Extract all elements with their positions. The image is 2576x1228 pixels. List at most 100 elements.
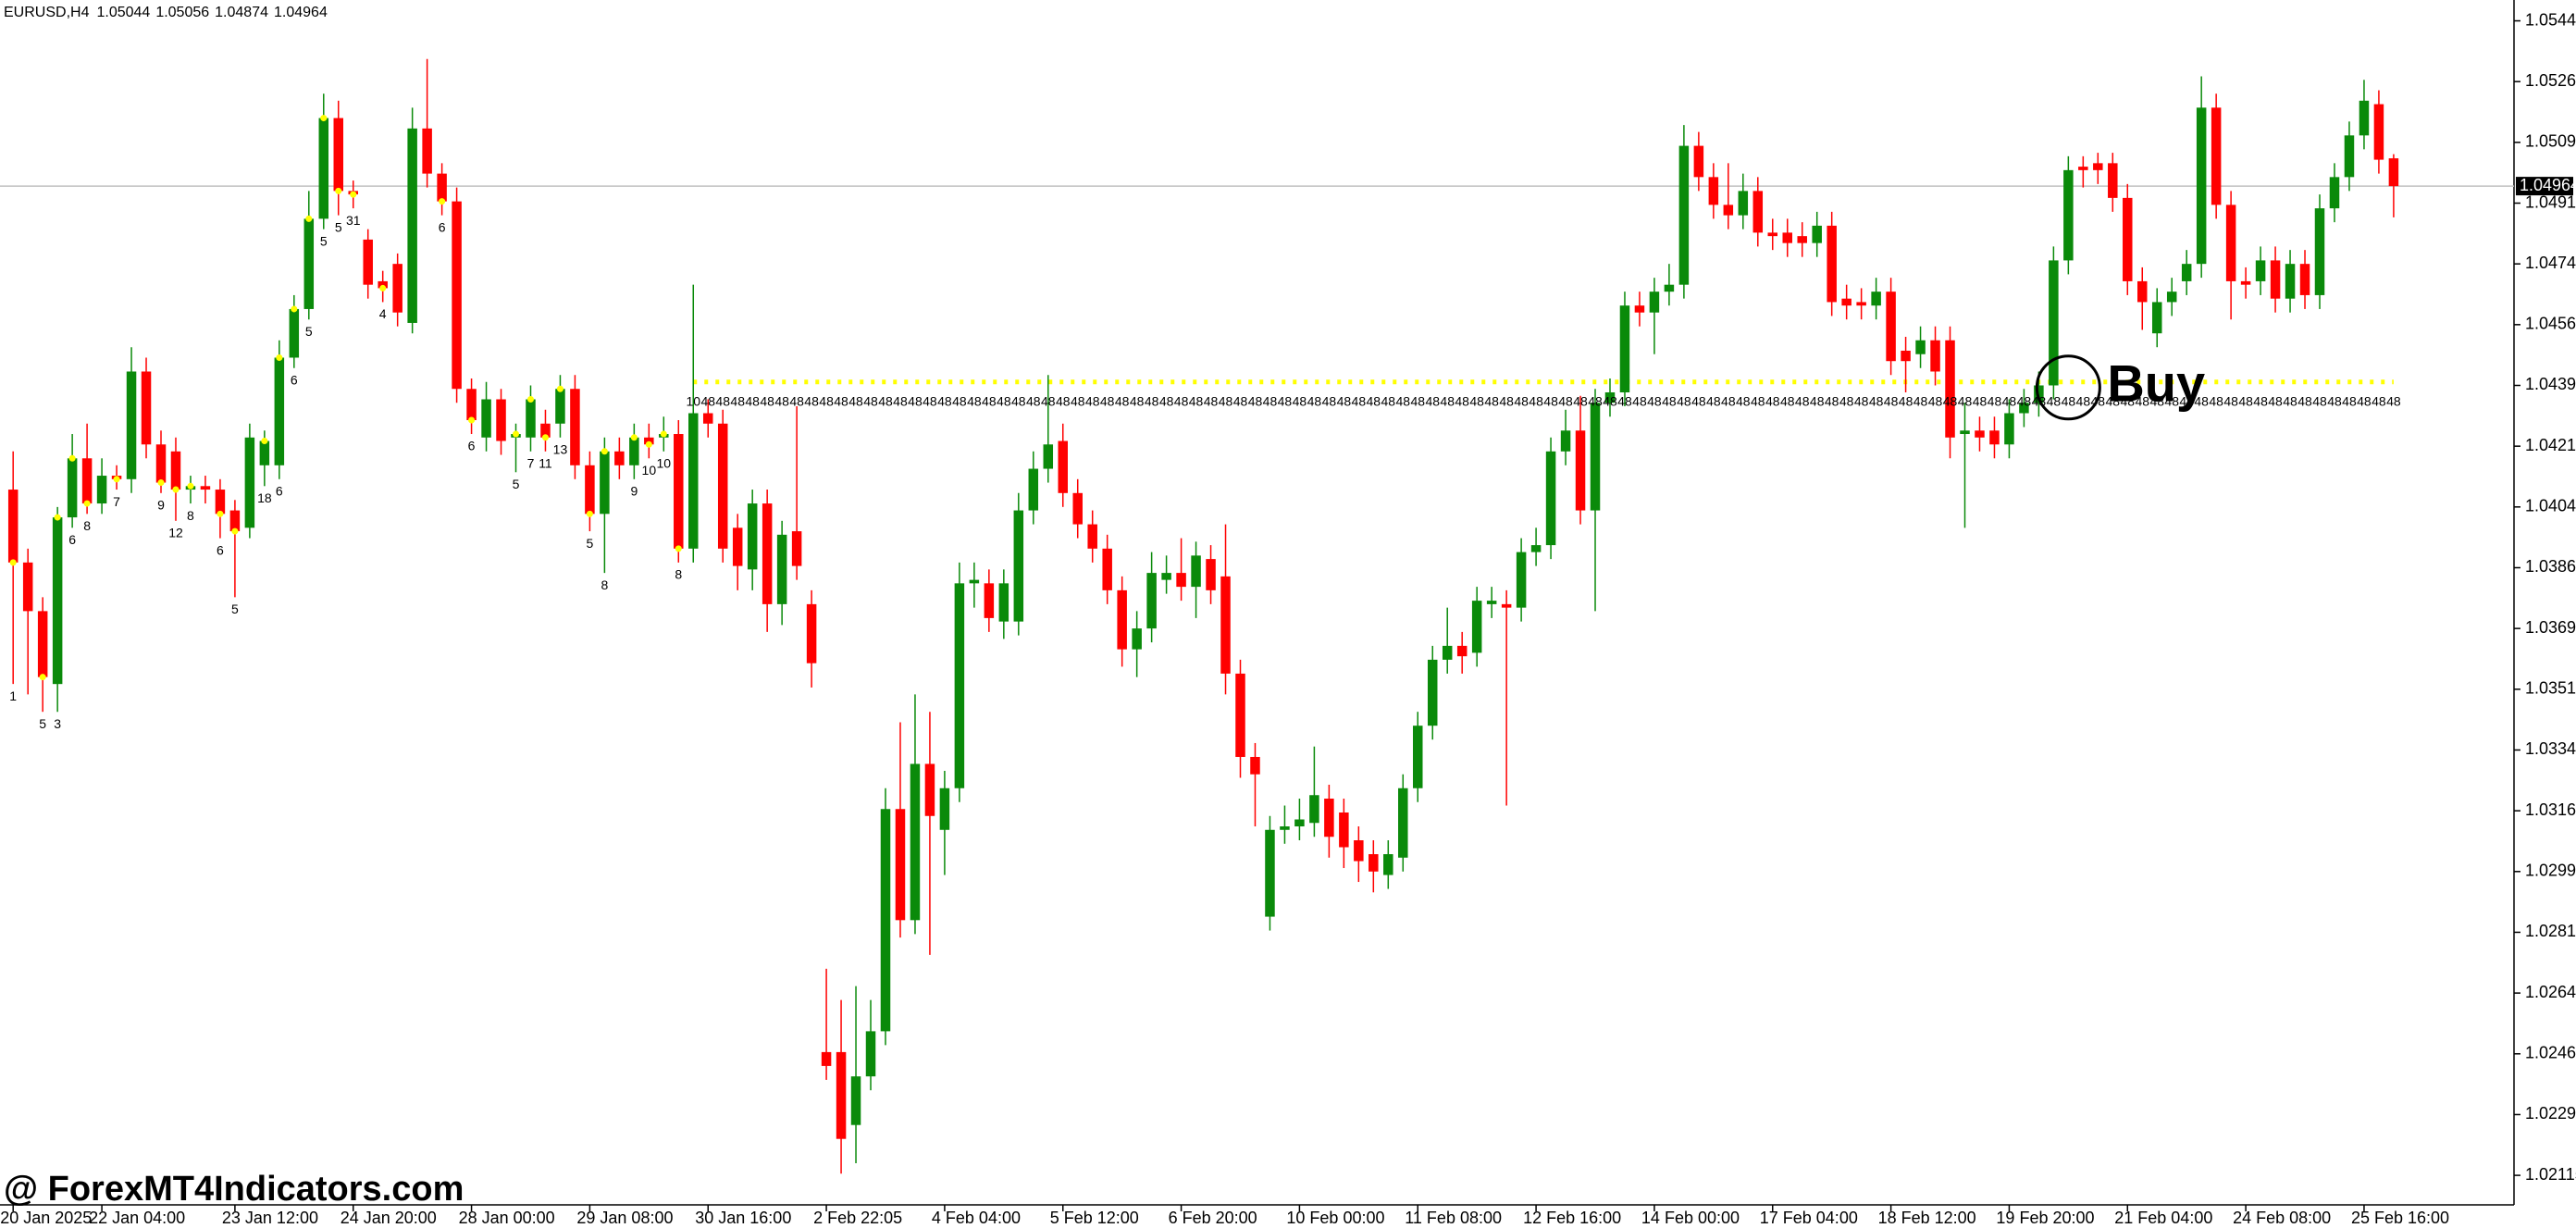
- signal-count: 48: [2327, 393, 2342, 408]
- candle-body: [1767, 232, 1778, 237]
- candle-body: [717, 423, 728, 549]
- candle-body: [1058, 440, 1068, 493]
- buy-marker: [2035, 354, 2101, 421]
- signal-count: 48: [1573, 393, 1588, 408]
- x-tick-label: 29 Jan 08:00: [576, 1209, 673, 1227]
- signal-count: 48: [2002, 393, 2017, 408]
- signal-count: 48: [1617, 393, 1632, 408]
- x-tick-label: 24 Feb 08:00: [2233, 1209, 2331, 1227]
- candle-body: [1117, 589, 1127, 650]
- signal-count: 48: [2372, 393, 2386, 408]
- signal-count: 48: [1352, 393, 1367, 408]
- signal-count: 48: [2386, 393, 2401, 408]
- signal-count: 48: [1071, 393, 1085, 408]
- x-tick-label: 17 Feb 04:00: [1760, 1209, 1858, 1227]
- signal-dot: [291, 305, 298, 313]
- signal-count: 48: [1041, 393, 1056, 408]
- signal-count: 48: [2164, 393, 2179, 408]
- signal-count: 48: [1115, 393, 1130, 408]
- x-tick-label: 22 Jan 04:00: [89, 1209, 185, 1227]
- candle-body: [895, 809, 906, 921]
- candle-body: [1354, 840, 1364, 862]
- signal-dot: [276, 354, 283, 361]
- candle-body: [496, 399, 506, 441]
- candle-body: [274, 357, 285, 465]
- candle-body: [1752, 191, 1764, 233]
- signal-count: 48: [893, 393, 908, 408]
- candle-body: [333, 118, 344, 192]
- signal-count: 48: [1307, 393, 1322, 408]
- signal-count: 3: [54, 716, 61, 731]
- candle-body: [7, 490, 19, 563]
- candle-body: [96, 476, 107, 504]
- signal-count: 6: [217, 542, 224, 557]
- x-tick-label: 18 Feb 12:00: [1878, 1209, 1976, 1227]
- signal-count: 48: [1825, 393, 1839, 408]
- signal-count: 10: [686, 393, 700, 408]
- signal-count: 48: [1026, 393, 1041, 408]
- signal-count: 48: [2120, 393, 2135, 408]
- signal-count: 6: [291, 372, 298, 387]
- signal-count: 48: [1425, 393, 1440, 408]
- candle-body: [1427, 659, 1438, 726]
- signal-count: 48: [1677, 393, 1691, 408]
- candle-body: [1309, 795, 1319, 824]
- candle-body: [2151, 302, 2162, 334]
- signal-dot: [261, 438, 268, 445]
- candle-body: [141, 371, 152, 445]
- signal-count: 48: [2047, 393, 2062, 408]
- y-tick-label: 1.02465: [2525, 1044, 2576, 1062]
- signal-count: 48: [2149, 393, 2164, 408]
- x-tick-label: 20 Jan 2025: [0, 1209, 92, 1227]
- candle-body: [1486, 601, 1497, 604]
- signal-count: 48: [730, 393, 745, 408]
- y-tick-label: 1.02815: [2525, 922, 2576, 940]
- candle-body: [1102, 548, 1112, 590]
- candle-body: [998, 583, 1009, 622]
- candle-body: [1028, 468, 1039, 511]
- signal-count: 5: [39, 716, 46, 731]
- candle-body: [229, 510, 241, 532]
- signal-count: 48: [2179, 393, 2194, 408]
- y-tick-label: 1.04390: [2525, 375, 2576, 393]
- y-tick-label: 1.0474: [2525, 254, 2576, 272]
- signal-dot: [645, 440, 652, 448]
- candle-body: [1664, 284, 1675, 292]
- signal-count: 48: [2209, 393, 2223, 408]
- candle-body: [1132, 628, 1142, 650]
- signal-count: 8: [601, 577, 608, 592]
- signal-count: 48: [2268, 393, 2283, 408]
- x-tick-label: 28 Jan 00:00: [459, 1209, 555, 1227]
- candle-body: [585, 465, 595, 515]
- candle-body: [1989, 430, 2000, 445]
- x-tick-label: 14 Feb 00:00: [1641, 1209, 1740, 1227]
- candle-body: [747, 503, 758, 570]
- signal-count: 48: [1410, 393, 1425, 408]
- y-tick-label: 1.03690: [2525, 618, 2576, 637]
- candle-body: [2388, 158, 2399, 187]
- candle-body: [2225, 205, 2236, 281]
- candle-body: [2240, 280, 2251, 285]
- candle-body: [910, 763, 921, 921]
- signal-count: 48: [1322, 393, 1337, 408]
- candle-body: [1945, 340, 1955, 438]
- signal-count: 8: [187, 508, 194, 523]
- candle-body: [865, 1031, 876, 1077]
- candle-body: [22, 562, 33, 612]
- candle-body: [2019, 403, 2029, 414]
- signal-count: 48: [1514, 393, 1529, 408]
- candle-body: [2166, 291, 2177, 303]
- signal-count: 10: [642, 463, 657, 478]
- candle-body: [732, 527, 743, 566]
- signal-count: 48: [2312, 393, 2327, 408]
- signal-count: 48: [1839, 393, 1854, 408]
- signal-count: 48: [2283, 393, 2297, 408]
- signal-count: 48: [2017, 393, 2032, 408]
- candle-body: [215, 490, 226, 515]
- signal-count: 48: [1189, 393, 1204, 408]
- signal-count: 5: [305, 324, 313, 339]
- signal-count: 48: [700, 393, 715, 408]
- signal-count: 9: [157, 498, 165, 513]
- candle-body: [1294, 819, 1305, 827]
- signal-dot: [439, 198, 446, 205]
